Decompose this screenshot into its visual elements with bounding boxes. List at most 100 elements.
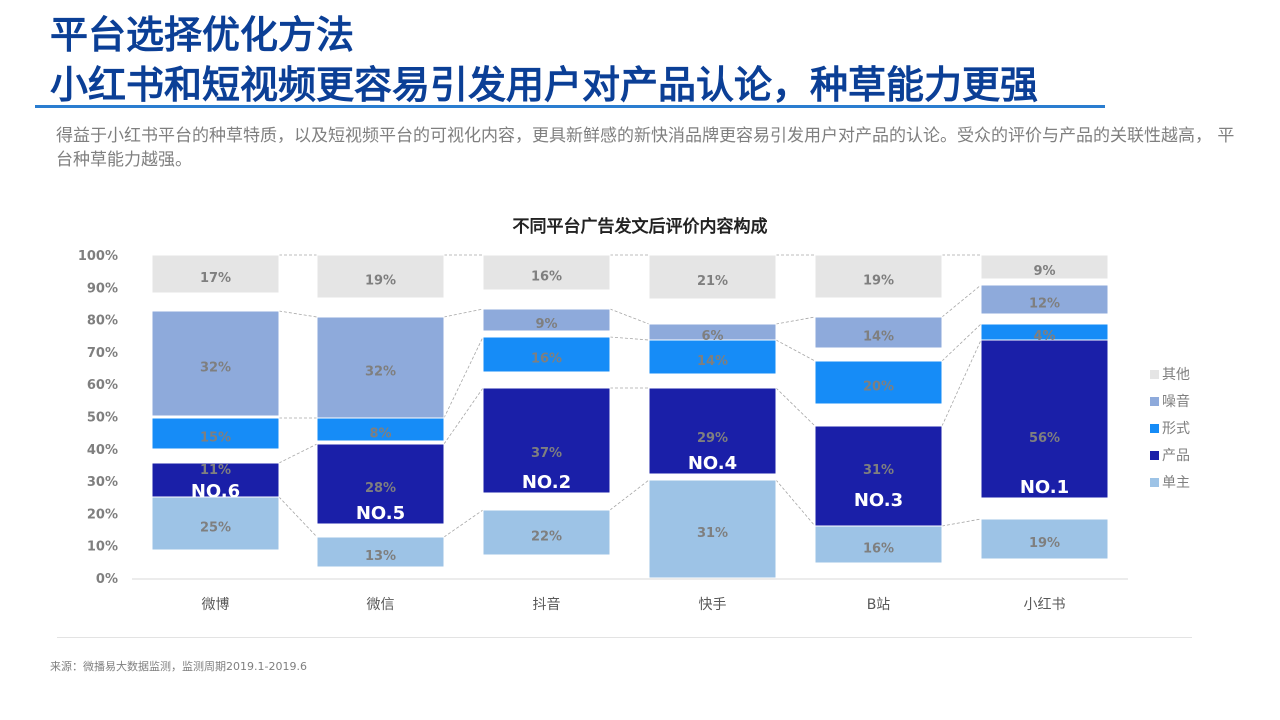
y-tick-label: 90% xyxy=(87,281,118,296)
data-label: 21% xyxy=(697,274,728,289)
data-label: 16% xyxy=(863,542,894,557)
y-tick-label: 80% xyxy=(87,314,118,329)
bar-segment-其他 xyxy=(151,254,280,294)
bar-segment-单主 xyxy=(648,479,777,579)
x-category-label: 抖音 xyxy=(533,596,561,613)
rank-label: NO.5 xyxy=(356,503,405,524)
data-label: 12% xyxy=(1029,297,1060,312)
y-tick-label: 20% xyxy=(87,507,118,522)
x-category-label: 微博 xyxy=(202,596,230,613)
y-tick-label: 70% xyxy=(87,346,118,361)
title-underline xyxy=(35,105,1105,108)
data-label: 15% xyxy=(200,431,231,446)
data-label: 14% xyxy=(863,330,894,345)
connector-line xyxy=(775,316,816,325)
bar-segment-产品 xyxy=(482,387,611,494)
connector-line xyxy=(941,518,982,527)
source-note: 来源：微播易大数据监测，监测周期2019.1-2019.6 xyxy=(50,660,307,673)
bar-segment-其他 xyxy=(648,254,777,300)
connector-line xyxy=(278,443,318,464)
bar-segment-其他 xyxy=(980,254,1109,280)
rank-label: NO.1 xyxy=(1020,477,1069,498)
y-tick-label: 0% xyxy=(96,572,118,587)
x-category-label: 快手 xyxy=(699,597,727,613)
data-label: 16% xyxy=(531,270,562,285)
rank-label: NO.6 xyxy=(191,481,240,502)
connector-line xyxy=(443,387,484,445)
y-tick-label: 30% xyxy=(87,475,118,490)
bar-segment-其他 xyxy=(482,254,611,291)
bar-segment-形式 xyxy=(814,360,943,405)
bar-segment-形式 xyxy=(980,323,1109,341)
description-text: 得益于小红书平台的种草特质，以及短视频平台的可视化内容，更具新鲜感的新快消品牌更… xyxy=(56,126,1235,170)
data-label: 25% xyxy=(200,521,231,536)
data-label: 16% xyxy=(531,352,562,367)
y-tick-label: 10% xyxy=(87,540,118,555)
data-label: 6% xyxy=(701,329,723,344)
data-label: 13% xyxy=(365,549,396,564)
data-label: 29% xyxy=(697,431,728,446)
bar-segment-单主 xyxy=(316,536,445,568)
bar-segment-形式 xyxy=(151,417,280,450)
rank-label: NO.4 xyxy=(688,453,737,474)
footer-divider xyxy=(57,637,1192,638)
data-label: 11% xyxy=(200,463,231,478)
connector-line xyxy=(278,496,318,538)
bar-segment-产品 xyxy=(814,425,943,527)
rank-label: NO.2 xyxy=(522,472,571,493)
page-subtitle: 小红书和短视频更容易引发用户对产品认论，种草能力更强 xyxy=(50,63,1039,107)
legend-swatch-产品 xyxy=(1150,451,1159,460)
x-category-label: 微信 xyxy=(367,597,395,613)
data-label: 31% xyxy=(863,463,894,478)
legend-label: 其他 xyxy=(1162,367,1190,383)
connector-line xyxy=(443,336,484,419)
connector-line xyxy=(443,308,484,318)
bar-segment-噪音 xyxy=(814,316,943,349)
y-tick-label: 60% xyxy=(87,378,118,393)
legend-swatch-形式 xyxy=(1150,424,1159,433)
bar-segment-产品 xyxy=(648,387,777,475)
data-label: 19% xyxy=(365,274,396,289)
bar-segment-产品 xyxy=(980,339,1109,499)
bar-segment-单主 xyxy=(151,496,280,551)
data-label: 4% xyxy=(1033,329,1055,344)
connector-line xyxy=(941,323,982,362)
legend-swatch-噪音 xyxy=(1150,397,1159,406)
data-label: 17% xyxy=(200,271,231,286)
legend-label: 形式 xyxy=(1162,421,1190,437)
connector-line xyxy=(941,339,982,427)
data-label: 37% xyxy=(531,446,562,461)
legend-label: 单主 xyxy=(1162,475,1190,491)
bar-segment-单主 xyxy=(482,509,611,556)
legend-label: 产品 xyxy=(1162,448,1190,464)
page-title: 平台选择优化方法 xyxy=(50,13,355,57)
legend-swatch-单主 xyxy=(1150,478,1159,487)
bar-segment-噪音 xyxy=(151,310,280,417)
bar-segment-形式 xyxy=(648,339,777,375)
bar-segment-其他 xyxy=(814,254,943,299)
bar-segment-产品 xyxy=(151,462,280,498)
x-category-label: 小红书 xyxy=(1024,597,1066,613)
data-label: 14% xyxy=(697,354,728,369)
rank-label: NO.3 xyxy=(854,490,903,511)
bar-segment-噪音 xyxy=(980,284,1109,315)
data-label: 28% xyxy=(365,481,396,496)
data-label: 9% xyxy=(535,317,557,332)
bar-segment-单主 xyxy=(814,525,943,564)
bar-segment-单主 xyxy=(980,518,1109,560)
connector-line xyxy=(941,284,982,318)
legend-swatch-其他 xyxy=(1150,370,1159,379)
data-label: 9% xyxy=(1033,264,1055,279)
y-tick-label: 50% xyxy=(87,411,118,426)
bar-segment-噪音 xyxy=(482,308,611,332)
data-label: 22% xyxy=(531,530,562,545)
bar-segment-产品 xyxy=(316,443,445,525)
data-label: 20% xyxy=(863,380,894,395)
connector-line xyxy=(775,479,816,527)
connector-line xyxy=(775,339,816,362)
y-tick-label: 40% xyxy=(87,443,118,458)
y-tick-label: 100% xyxy=(78,249,118,264)
data-label: 32% xyxy=(200,361,231,376)
connector-line xyxy=(775,387,816,427)
